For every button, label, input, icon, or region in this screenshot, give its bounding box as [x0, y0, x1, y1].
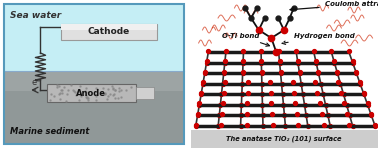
- Text: O-Ti bond: O-Ti bond: [222, 33, 270, 46]
- Text: Sea water: Sea water: [10, 12, 61, 21]
- Text: Cathode: Cathode: [88, 28, 130, 37]
- Bar: [46, 84, 136, 102]
- Text: Marine sediment: Marine sediment: [10, 127, 90, 136]
- Text: Hydrogen bond: Hydrogen bond: [282, 33, 355, 44]
- Bar: [61, 24, 157, 30]
- Bar: [4, 71, 184, 144]
- Text: Coulomb attraction: Coulomb attraction: [290, 1, 378, 11]
- Bar: [4, 4, 184, 71]
- Bar: [136, 87, 154, 99]
- Bar: [191, 130, 378, 148]
- Text: Anode: Anode: [76, 89, 106, 98]
- Bar: [61, 24, 157, 40]
- Bar: [4, 71, 184, 91]
- Text: The anatase TiO₂ (101) surface: The anatase TiO₂ (101) surface: [226, 136, 342, 142]
- Text: e⁻: e⁻: [32, 78, 41, 87]
